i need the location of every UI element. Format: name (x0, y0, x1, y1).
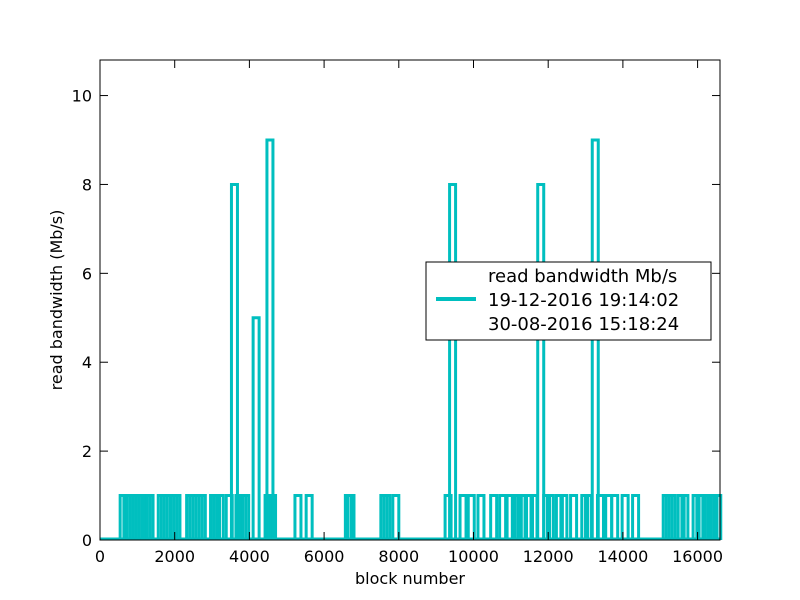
spike-31 (304, 494, 314, 540)
y-tick-label: 0 (82, 531, 92, 550)
spike-29 (268, 494, 278, 540)
y-tick-label: 6 (82, 264, 92, 283)
spike-36 (391, 494, 401, 540)
spike-26 (251, 316, 261, 540)
y-tick-label: 4 (82, 353, 92, 372)
x-tick-label: 10000 (448, 547, 499, 566)
spike-62 (620, 494, 630, 540)
spike-13 (172, 494, 182, 540)
legend-line-3: 30-08-2016 15:18:24 (488, 314, 679, 335)
spike-38 (448, 182, 458, 540)
spike-17 (197, 494, 207, 540)
spike-40 (466, 494, 476, 540)
x-axis-label: block number (355, 569, 465, 588)
spike-39 (458, 494, 468, 540)
spike-63 (631, 494, 641, 540)
x-tick-label: 14000 (597, 547, 648, 566)
spike-54 (559, 494, 569, 540)
series-layer (100, 138, 723, 541)
tick-layer: 0 2000 4000 6000 8000 10000 12000 14000 16000 0 2 4… (72, 60, 723, 566)
spike-59 (595, 494, 605, 540)
spike-28 (265, 138, 275, 540)
spike-25 (241, 494, 251, 540)
spike-41 (476, 494, 486, 540)
spike-43 (498, 494, 508, 540)
spike-52 (545, 494, 555, 540)
spike-35 (382, 494, 392, 540)
spike-61 (610, 494, 620, 540)
spike-55 (569, 494, 579, 540)
spike-22 (229, 182, 239, 540)
x-tick-label: 2000 (154, 547, 195, 566)
spike-70 (695, 494, 705, 540)
plot-frame (99, 59, 721, 541)
legend: read bandwidth Mb/s 19-12-2016 19:14:02 … (425, 261, 712, 341)
legend-line-2: 19-12-2016 19:14:02 (488, 290, 679, 311)
legend-line-1: read bandwidth Mb/s (488, 266, 677, 287)
spike-68 (680, 494, 690, 540)
spike-30 (293, 494, 303, 540)
spike-20 (215, 494, 225, 540)
x-tick-label: 8000 (378, 547, 419, 566)
y-axis-label: read bandwidth (Mb/s) (47, 210, 66, 391)
x-tick-label: 0 (95, 547, 105, 566)
y-tick-label: 8 (82, 175, 92, 194)
spike-66 (667, 494, 677, 540)
x-tick-label: 6000 (304, 547, 345, 566)
x-tick-label: 12000 (523, 547, 574, 566)
x-tick-label: 4000 (229, 547, 270, 566)
x-tick-label: 16000 (672, 547, 723, 566)
spike-42 (489, 494, 499, 540)
spike-8 (145, 494, 155, 540)
spike-33 (346, 494, 356, 540)
y-tick-label: 2 (82, 442, 92, 461)
spike-74 (713, 494, 723, 540)
spike-50 (536, 182, 546, 540)
y-tick-label: 10 (72, 87, 92, 106)
